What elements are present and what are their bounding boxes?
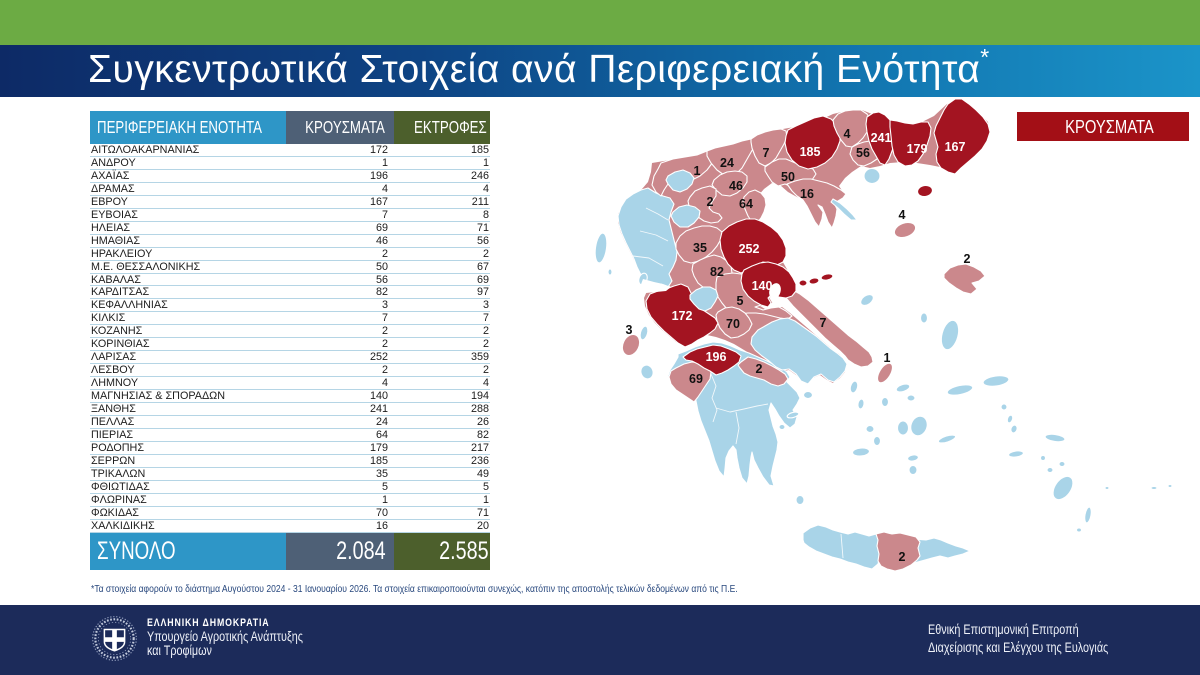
svg-text:185: 185 <box>800 145 821 159</box>
svg-text:1: 1 <box>884 351 891 365</box>
svg-text:167: 167 <box>945 140 966 154</box>
svg-text:16: 16 <box>800 187 814 201</box>
svg-text:241: 241 <box>871 131 892 145</box>
svg-text:50: 50 <box>781 170 795 184</box>
svg-text:56: 56 <box>856 146 870 160</box>
svg-text:64: 64 <box>739 197 753 211</box>
svg-text:179: 179 <box>907 142 928 156</box>
svg-text:196: 196 <box>706 350 727 364</box>
svg-text:7: 7 <box>820 316 827 330</box>
svg-text:24: 24 <box>720 156 734 170</box>
svg-text:7: 7 <box>763 146 770 160</box>
svg-text:35: 35 <box>693 241 707 255</box>
svg-text:82: 82 <box>710 265 724 279</box>
svg-text:5: 5 <box>737 294 744 308</box>
svg-text:2: 2 <box>964 252 971 266</box>
svg-text:46: 46 <box>729 179 743 193</box>
svg-text:140: 140 <box>752 279 773 293</box>
svg-text:70: 70 <box>726 317 740 331</box>
svg-text:69: 69 <box>689 372 703 386</box>
svg-text:1: 1 <box>694 164 701 178</box>
svg-text:2: 2 <box>707 195 714 209</box>
svg-text:172: 172 <box>672 309 693 323</box>
svg-text:252: 252 <box>739 242 760 256</box>
svg-text:4: 4 <box>899 208 906 222</box>
svg-text:4: 4 <box>844 127 851 141</box>
svg-text:2: 2 <box>756 362 763 376</box>
svg-text:3: 3 <box>626 323 633 337</box>
svg-text:2: 2 <box>899 550 906 564</box>
